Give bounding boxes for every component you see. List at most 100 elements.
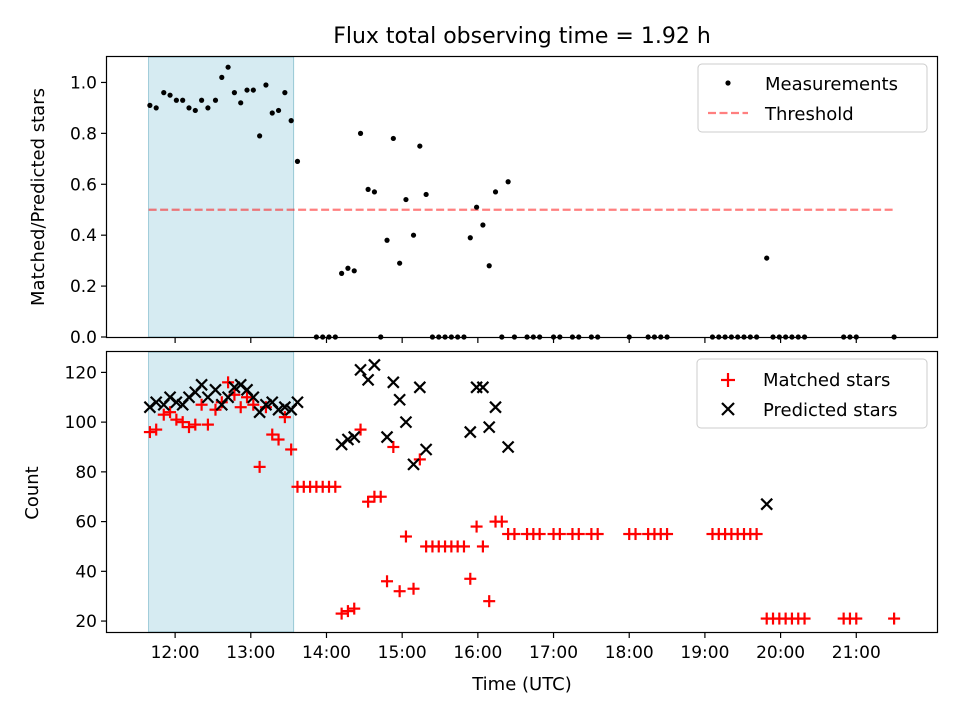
measurement-point xyxy=(153,105,159,111)
y-tick-label: 120 xyxy=(65,363,97,383)
matched-star-point xyxy=(798,612,811,625)
measurement-point xyxy=(275,107,282,114)
predicted-star-point xyxy=(247,390,260,404)
matched-star-point xyxy=(201,418,214,431)
legend-measurements-marker xyxy=(725,80,731,86)
measurement-point xyxy=(384,237,390,243)
matched-star-point xyxy=(222,376,235,389)
predicted-star-point xyxy=(347,430,361,444)
measurement-point xyxy=(403,196,409,203)
matched-star-point xyxy=(381,575,394,588)
y-tick-label: 60 xyxy=(75,513,97,533)
bottom-x-ticks: 12:00 13:00 14:00 15:00 16:00 17:00 18:00 19:00… xyxy=(151,632,881,663)
measurement-point xyxy=(212,97,219,103)
matched-star-point xyxy=(629,528,642,541)
measurement-point xyxy=(205,105,211,111)
x-tick-label: 14:00 xyxy=(302,643,351,663)
measurement-point xyxy=(339,270,345,276)
measurement-point xyxy=(423,191,429,198)
matched-star-point xyxy=(464,572,477,585)
matched-star-point xyxy=(272,433,285,446)
legend-predicted-marker xyxy=(721,402,735,416)
top-legend-box xyxy=(697,63,928,133)
matched-star-point xyxy=(374,490,387,503)
y-tick-label: 0.6 xyxy=(70,175,97,195)
predicted-star-point xyxy=(413,381,427,394)
measurement-point xyxy=(294,158,301,164)
top-legend: Measurements Threshold xyxy=(697,63,928,133)
predicted-star-point xyxy=(489,400,502,414)
x-tick-label: 21:00 xyxy=(832,643,881,663)
matched-star-point xyxy=(387,440,400,453)
observing-window-shade xyxy=(148,56,295,338)
matched-star-point xyxy=(176,416,189,429)
bottom-y-ticks: 20 40 60 80 100 120 xyxy=(65,363,107,632)
matched-star-point xyxy=(195,398,208,411)
measurement-point xyxy=(225,64,231,70)
measurement-point xyxy=(345,265,351,271)
measurement-point xyxy=(505,179,511,185)
predicted-star-point xyxy=(387,376,400,389)
measurement-point xyxy=(486,263,492,269)
matched-star-point xyxy=(253,460,266,473)
measurement-point xyxy=(467,235,473,241)
predicted-star-point xyxy=(476,381,490,394)
matched-star-point xyxy=(399,530,412,543)
x-tick-label: 20:00 xyxy=(756,643,805,663)
y-tick-label: 1.0 xyxy=(70,73,97,93)
x-tick-label: 18:00 xyxy=(605,643,654,663)
legend-measurements-label: Measurements xyxy=(765,74,898,95)
predicted-star-point xyxy=(760,497,773,511)
matched-star-point xyxy=(341,605,354,618)
matched-star-point xyxy=(470,520,483,533)
legend-matched-marker xyxy=(721,373,735,387)
measurement-point xyxy=(238,100,244,106)
x-tick-label: 19:00 xyxy=(680,643,729,663)
x-axis-label: Time (UTC) xyxy=(471,674,572,695)
x-tick-label: 17:00 xyxy=(529,643,578,663)
measurement-point xyxy=(161,90,167,96)
measurement-point xyxy=(263,82,269,88)
top-y-axis-label: Matched/Predicted stars xyxy=(28,88,49,306)
matched-star-point xyxy=(285,443,298,456)
matched-star-point xyxy=(348,602,361,615)
top-plot-frame xyxy=(105,55,939,339)
matched-star-point xyxy=(483,595,496,608)
x-tick-label: 16:00 xyxy=(453,643,502,663)
predicted-star-point xyxy=(393,393,406,407)
predicted-star-point xyxy=(209,383,222,397)
measurement-point xyxy=(365,186,371,192)
matched-star-point xyxy=(553,528,566,541)
y-tick-label: 40 xyxy=(75,562,97,582)
predicted-star-point xyxy=(482,420,496,434)
measurement-point xyxy=(231,90,238,96)
matched-star-point xyxy=(750,528,763,541)
matched-star-point xyxy=(278,411,291,424)
measurement-point xyxy=(244,87,250,93)
predicted-star-point xyxy=(399,415,413,429)
predicted-star-point xyxy=(149,395,163,409)
matched-star-point xyxy=(164,406,177,419)
predicted-star-point xyxy=(361,373,375,387)
matched-star-point xyxy=(572,528,585,541)
predicted-star-point xyxy=(221,390,235,404)
predicted-star-point xyxy=(464,425,477,439)
matched-star-point xyxy=(393,585,406,598)
bottom-panel: 20 40 60 80 100 120 12:00 13:00 14:00 15:00 16:00… xyxy=(22,350,939,695)
matched-star-point xyxy=(476,540,489,553)
measurement-point xyxy=(219,74,225,80)
predicted-star-point xyxy=(380,430,394,444)
chart-title: Flux total observing time = 1.92 h xyxy=(333,24,711,49)
matched-star-point xyxy=(241,391,254,404)
legend-threshold-label: Threshold xyxy=(764,104,854,125)
x-tick-label: 15:00 xyxy=(378,643,427,663)
top-panel: 0.0 0.2 0.4 0.6 0.8 1.0 Matched/Predicted sta… xyxy=(28,55,939,348)
x-tick-label: 13:00 xyxy=(226,643,275,663)
matched-star-point xyxy=(407,582,420,595)
matched-star-point xyxy=(508,528,521,541)
measurement-point xyxy=(371,189,378,195)
y-tick-label: 0.4 xyxy=(70,226,97,246)
bottom-legend-box xyxy=(696,358,928,429)
matched-star-point xyxy=(182,421,195,434)
measurement-point xyxy=(186,105,192,111)
